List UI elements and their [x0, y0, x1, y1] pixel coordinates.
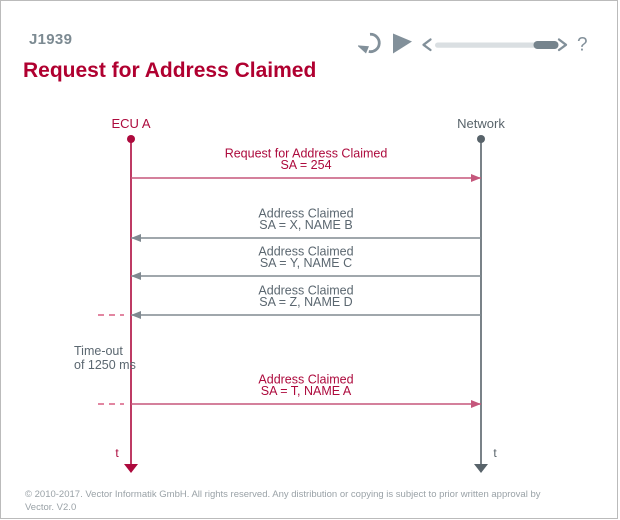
svg-text:Time-out: Time-out [74, 344, 123, 358]
svg-text:ECU A: ECU A [111, 116, 150, 131]
svg-text:SA = 254: SA = 254 [280, 158, 331, 172]
svg-text:SA = T, NAME A: SA = T, NAME A [261, 384, 352, 398]
svg-text:SA = Z, NAME D: SA = Z, NAME D [259, 295, 352, 309]
svg-text:t: t [115, 446, 119, 460]
svg-text:t: t [493, 446, 497, 460]
svg-text:SA = Y, NAME C: SA = Y, NAME C [260, 256, 352, 270]
svg-text:?: ? [577, 35, 588, 55]
svg-text:SA = X, NAME B: SA = X, NAME B [259, 218, 352, 232]
svg-text:of 1250 ms: of 1250 ms [74, 358, 136, 372]
svg-text:Network: Network [457, 116, 505, 131]
